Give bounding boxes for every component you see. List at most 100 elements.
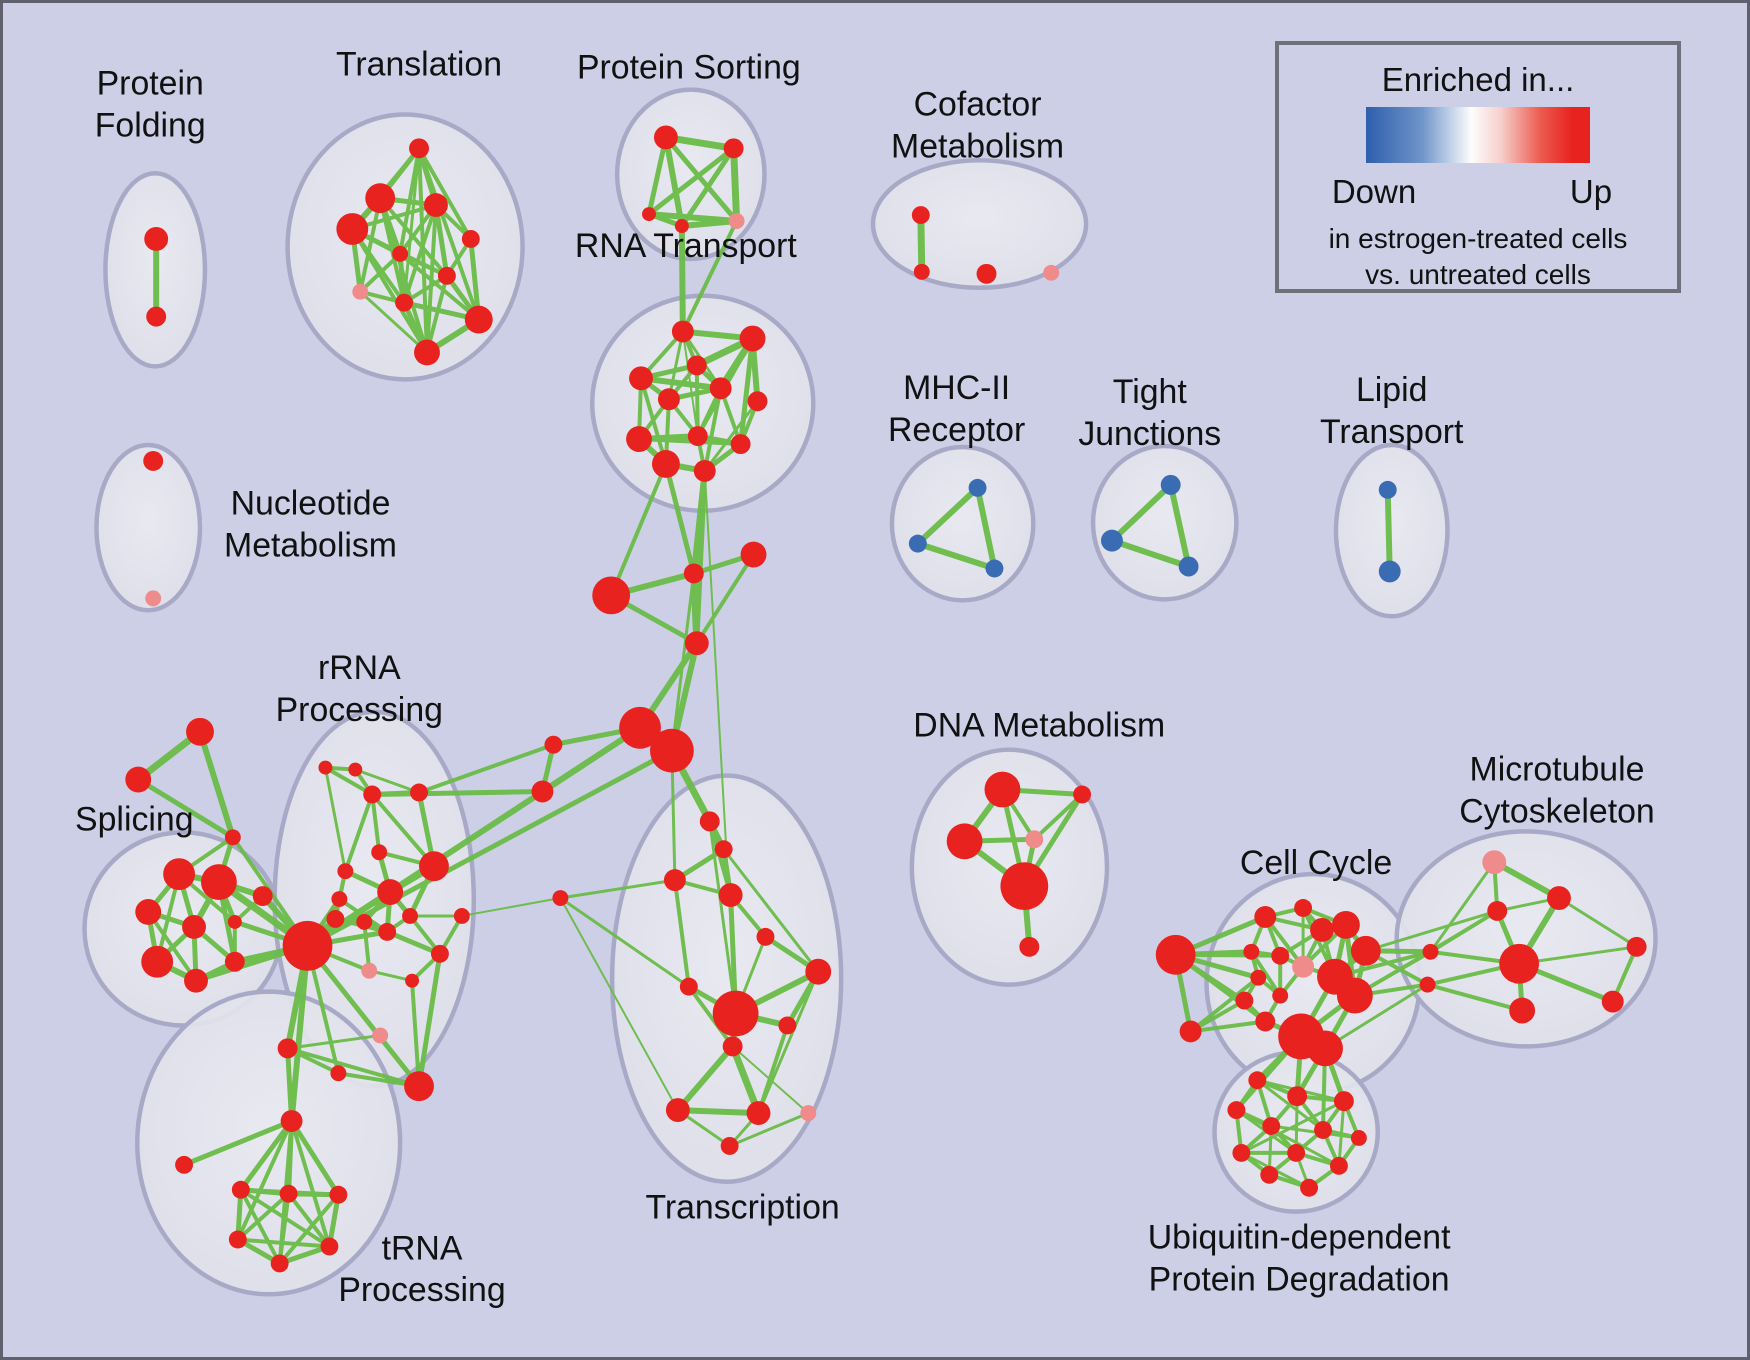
gene-set-node-33	[693, 459, 716, 482]
gene-set-node-30	[687, 426, 708, 447]
edge	[917, 211, 926, 276]
gene-set-node-44	[663, 869, 686, 892]
cluster-label-line: Splicing	[75, 800, 193, 838]
gene-set-node-47	[756, 927, 775, 946]
gene-set-node-51	[778, 1016, 797, 1035]
gene-set-node-87	[280, 1110, 303, 1132]
cluster-label-line: Processing	[338, 1271, 505, 1309]
gene-set-node-42	[699, 811, 720, 832]
edge	[678, 218, 740, 229]
edge	[722, 847, 820, 974]
gene-set-node-130	[1255, 1011, 1276, 1032]
gene-set-node-45	[552, 890, 569, 906]
gene-set-node-61	[200, 864, 237, 901]
gene-set-node-9	[352, 283, 369, 300]
gene-set-node-63	[182, 914, 206, 939]
gene-set-node-53	[665, 1098, 690, 1123]
edge	[672, 878, 691, 989]
cluster-ellipse-nucleotide-metabolism	[94, 442, 203, 613]
edge	[398, 251, 481, 322]
gene-set-node-148	[1232, 1143, 1251, 1162]
cluster-ellipse-mhc-ii-receptor	[889, 444, 1036, 603]
edge	[1249, 949, 1283, 998]
gene-set-node-39	[649, 728, 694, 773]
edge	[667, 330, 685, 401]
gene-set-node-83	[405, 973, 420, 988]
edge	[417, 146, 473, 241]
gene-set-node-111	[1378, 480, 1397, 499]
gene-set-node-71	[410, 783, 428, 802]
gene-set-node-126	[1272, 987, 1289, 1004]
edge	[680, 219, 739, 334]
edge	[370, 792, 436, 869]
gene-set-node-59	[224, 829, 241, 846]
gene-set-node-150	[1350, 1130, 1367, 1146]
gene-set-node-132	[1307, 1030, 1343, 1067]
gene-set-node-152	[1260, 1165, 1279, 1184]
cluster-label-protein-folding: Protein Folding	[95, 65, 206, 145]
cluster-label-line: Cell Cycle	[1240, 844, 1392, 882]
gene-set-node-6	[461, 229, 480, 248]
gene-set-node-50	[712, 990, 759, 1037]
gene-set-node-113	[143, 451, 164, 471]
edge	[384, 929, 443, 957]
gene-set-node-108	[1160, 474, 1181, 495]
gene-set-node-138	[1499, 943, 1540, 984]
cluster-label-rrna-processing: rRNA Processing	[276, 649, 443, 729]
legend-gradient-bar	[1366, 107, 1590, 163]
gene-set-node-92	[228, 1230, 247, 1249]
gene-set-node-25	[629, 366, 653, 391]
edge	[289, 1118, 341, 1198]
gene-set-node-93	[320, 1237, 339, 1256]
gene-set-node-5	[423, 193, 448, 218]
cluster-label-dna-metabolism: DNA Metabolism	[913, 707, 1165, 745]
gene-set-node-27	[709, 377, 732, 400]
edge	[1491, 859, 1562, 902]
edge	[674, 1107, 762, 1117]
gene-set-node-95	[277, 1038, 298, 1059]
edge	[323, 766, 347, 873]
edge	[731, 1045, 810, 1115]
cluster-label-transcription: Transcription	[645, 1189, 839, 1227]
nodes-layer	[125, 125, 1647, 1273]
gene-set-node-133	[1422, 943, 1439, 960]
gene-set-node-29	[626, 426, 652, 453]
gene-set-node-11	[464, 305, 493, 334]
edge	[402, 146, 421, 305]
gene-set-node-81	[430, 944, 449, 963]
gene-set-node-1	[146, 306, 167, 327]
edge	[353, 768, 421, 794]
gene-set-node-129	[1336, 977, 1373, 1014]
edge	[663, 461, 697, 576]
gene-set-node-90	[279, 1184, 298, 1203]
gene-set-node-22	[671, 320, 694, 343]
cluster-label-lipid-transport: Lipid Transport	[1320, 371, 1464, 451]
cluster-label-line: Protein	[97, 65, 204, 103]
gene-set-node-136	[1487, 901, 1508, 921]
cluster-label-mhc-ii-receptor: MHC-II Receptor	[888, 369, 1025, 449]
edge	[1239, 1099, 1346, 1155]
gene-set-node-31	[730, 434, 751, 455]
edge	[558, 896, 691, 989]
gene-set-node-14	[723, 138, 744, 159]
cluster-label-line: Transport	[1320, 413, 1464, 451]
edge	[350, 227, 429, 355]
edge	[424, 273, 449, 355]
cluster-label-translation: Translation	[336, 46, 502, 84]
gene-set-node-19	[913, 263, 930, 280]
gene-set-node-58	[125, 766, 152, 793]
edge	[1323, 983, 1430, 1050]
edge	[235, 1191, 291, 1242]
gene-set-node-60	[163, 858, 196, 891]
edge	[358, 196, 383, 294]
edge	[686, 984, 735, 1049]
edge	[1167, 481, 1192, 570]
gene-set-node-85	[318, 760, 333, 775]
gene-set-node-105	[968, 478, 987, 497]
edge	[416, 951, 443, 1089]
edge	[235, 1119, 294, 1242]
cluster-label-line: tRNA	[382, 1229, 463, 1267]
gene-set-node-16	[674, 219, 689, 233]
legend-box: Enriched in... Down Up in estrogen-treat…	[1275, 41, 1681, 293]
